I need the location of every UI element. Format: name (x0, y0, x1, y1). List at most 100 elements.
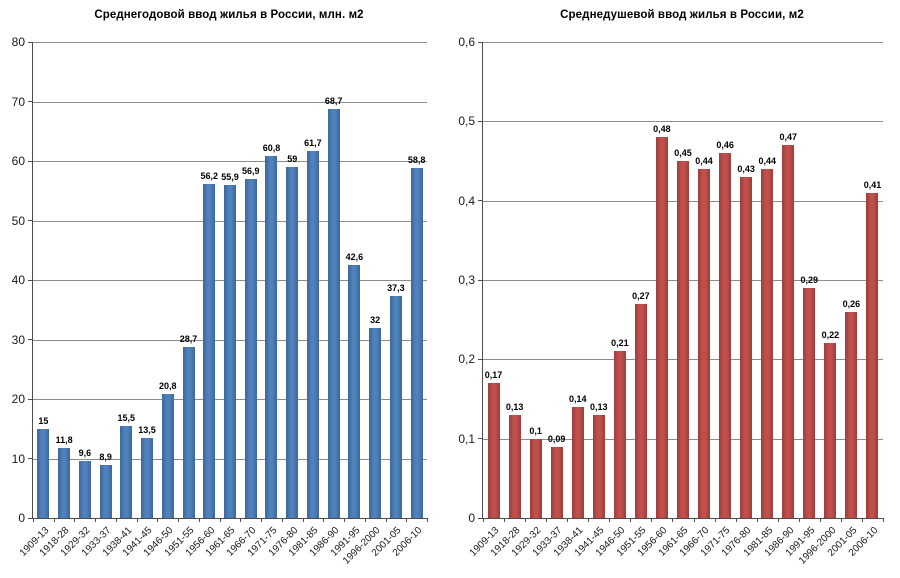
y-tick-label: 0 (18, 511, 25, 525)
y-tick-mark (478, 358, 483, 360)
y-tick-label: 40 (11, 273, 25, 287)
bar (224, 185, 236, 518)
bar-value-label: 0,44 (695, 155, 713, 166)
y-tick-mark (28, 517, 33, 519)
bar-value-label: 32 (370, 314, 381, 325)
chart-per-capita-panel: Среднедушевой ввод жилья в России, м2 0,… (450, 0, 900, 578)
bar-value-label: 56,2 (200, 170, 219, 181)
chart-annual-housing-panel: Среднегодовой ввод жилья в России, млн. … (12, 9, 428, 567)
y-tick-mark (28, 279, 33, 281)
x-axis: 1909-13 1918-28 1929-32 1933-37 1938-41 1941-… (468, 42, 884, 567)
bar-value-label: 11,8 (55, 434, 73, 445)
x-tick-mark (427, 518, 428, 522)
gridline (483, 42, 883, 43)
bar (182, 347, 195, 518)
bar (571, 406, 584, 518)
bar-value-label: 20,8 (159, 381, 177, 392)
bar (592, 414, 605, 518)
bar (719, 153, 732, 518)
gridline (33, 101, 427, 103)
bar-value-label: 59 (287, 153, 298, 164)
bar-value-label: 0,13 (505, 401, 524, 412)
bar (99, 465, 112, 518)
bars-layer: 15 11,8 9,6 8,9 15,5 13,5 20,8 28,7 56,2 55,9 56,9… (33, 42, 427, 518)
x-tick-mark (777, 518, 779, 522)
x-tick-mark (323, 518, 325, 522)
bar-value-label: 0,13 (590, 401, 608, 412)
y-tick-label: 0,1 (458, 431, 475, 446)
x-tick-mark (693, 518, 695, 522)
x-tick-mark (756, 518, 758, 522)
x-tick-mark (33, 518, 34, 522)
bar (740, 176, 753, 518)
y-tick-label: 80 (11, 35, 25, 49)
bar-value-label: 0,47 (779, 132, 798, 143)
x-tick-mark (672, 518, 674, 522)
x-tick-mark (385, 518, 387, 522)
x-tick-mark (136, 518, 138, 522)
chart-title-per-capita: Среднедушевой ввод жилья в России, м2 (560, 9, 804, 21)
x-tick-mark (504, 518, 506, 522)
bar (529, 438, 542, 518)
bar (677, 161, 689, 518)
x-tick-mark (74, 518, 76, 522)
y-tick-label: 0,4 (458, 193, 475, 208)
bar (698, 168, 711, 518)
bar-value-label: 0,29 (800, 274, 819, 285)
y-tick-mark (478, 200, 483, 202)
y-tick-mark (28, 458, 33, 459)
x-tick-mark (178, 518, 180, 522)
bar-value-label: 42,6 (345, 251, 364, 262)
x-tick-mark (53, 518, 55, 522)
bar (410, 168, 423, 518)
bar (161, 394, 174, 518)
x-tick-mark (714, 518, 716, 522)
x-tick-mark (157, 518, 159, 522)
y-tick-mark (28, 339, 33, 340)
x-tick-mark (840, 518, 842, 522)
x-tick-mark (546, 518, 548, 522)
bar-value-label: 0,21 (611, 338, 629, 349)
bar-value-label: 0,17 (484, 370, 503, 381)
bar (550, 446, 563, 518)
y-tick-label: 60 (11, 154, 25, 168)
bar-value-label: 28,7 (179, 334, 198, 345)
bar (824, 343, 837, 518)
gridline (483, 121, 883, 123)
y-tick-label: 10 (11, 451, 25, 466)
y-tick-label: 50 (11, 213, 25, 228)
x-tick-mark (483, 518, 484, 522)
x-tick-mark (630, 518, 632, 522)
bar (78, 460, 91, 518)
bar (803, 287, 816, 518)
x-tick-mark (798, 518, 800, 522)
x-tick-mark (302, 518, 304, 522)
bar (286, 166, 299, 518)
y-tick-label: 0 (468, 511, 475, 525)
y-tick-label: 30 (11, 332, 25, 347)
chart-title-annual: Среднегодовой ввод жилья в России, млн. … (94, 9, 364, 21)
gridline (33, 42, 427, 43)
x-tick-mark (735, 518, 737, 522)
bar (141, 437, 154, 518)
y-tick-mark (28, 160, 33, 162)
plot-area-annual: 15 11,8 9,6 8,9 15,5 13,5 20,8 28,7 56,2 55,9 56,9… (12, 35, 428, 567)
y-tick-mark (28, 41, 33, 43)
bar (655, 137, 668, 518)
bar-value-label: 0,45 (674, 148, 692, 158)
y-tick-mark (478, 438, 483, 440)
bar (866, 192, 879, 518)
bar (389, 296, 402, 518)
x-tick-mark (261, 518, 263, 522)
x-tick-mark (609, 518, 611, 522)
x-axis: 1909-13 1918-28 1929-32 1933-37 1938-41 1941-… (17, 42, 428, 567)
x-tick-mark (525, 518, 527, 522)
bar (306, 150, 319, 518)
bar-value-label: 0,44 (758, 155, 776, 166)
y-tick-mark (478, 279, 483, 281)
bar-value-label: 15 (38, 415, 49, 426)
bar (203, 183, 216, 518)
bar-value-label: 61,7 (304, 137, 322, 148)
bar (613, 351, 626, 518)
